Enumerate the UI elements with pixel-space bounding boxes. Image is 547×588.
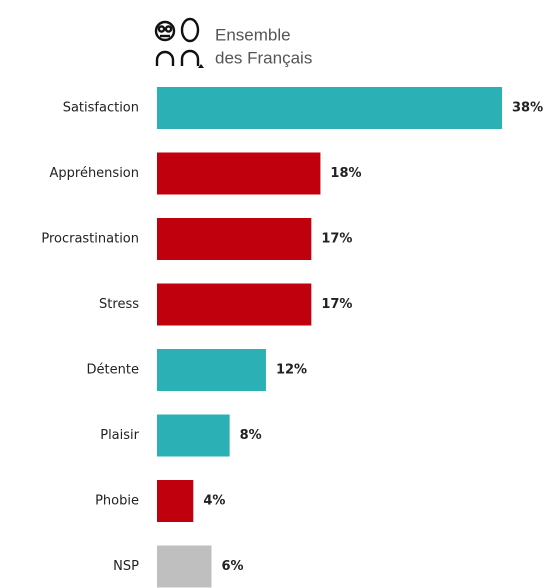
value-label: 6% — [221, 559, 243, 574]
people-icon — [154, 17, 204, 68]
header-line: Ensemble — [215, 25, 291, 44]
value-label: 17% — [321, 232, 352, 247]
category-label: Stress — [99, 297, 139, 312]
category-label: Phobie — [95, 494, 139, 509]
value-label: 8% — [240, 428, 262, 443]
category-label: Procrastination — [41, 232, 139, 247]
value-label: 17% — [321, 297, 352, 312]
category-label: Détente — [87, 363, 139, 378]
value-label: 38% — [512, 101, 543, 116]
bar — [157, 283, 312, 326]
bar — [157, 480, 194, 522]
category-label: Appréhension — [49, 166, 139, 181]
bar — [157, 414, 230, 457]
category-label: NSP — [113, 559, 139, 574]
value-label: 18% — [330, 166, 361, 181]
header-line: des Français — [215, 48, 312, 67]
bar — [157, 218, 312, 260]
category-label: Plaisir — [100, 428, 139, 443]
bar — [157, 87, 502, 129]
bar — [157, 349, 266, 391]
value-label: 12% — [276, 363, 307, 378]
bar — [157, 545, 212, 588]
category-label: Satisfaction — [63, 101, 139, 116]
bar — [157, 152, 321, 195]
value-label: 4% — [203, 494, 225, 509]
